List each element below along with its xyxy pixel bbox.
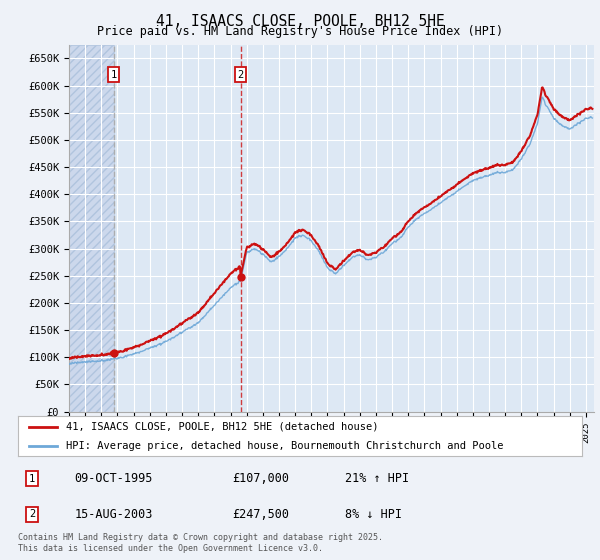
Text: 09-OCT-1995: 09-OCT-1995 bbox=[74, 472, 153, 486]
Text: Contains HM Land Registry data © Crown copyright and database right 2025.
This d: Contains HM Land Registry data © Crown c… bbox=[18, 533, 383, 553]
Text: £247,500: £247,500 bbox=[232, 508, 289, 521]
Text: HPI: Average price, detached house, Bournemouth Christchurch and Poole: HPI: Average price, detached house, Bour… bbox=[66, 441, 503, 450]
Bar bbox=[69, 45, 114, 412]
Text: 41, ISAACS CLOSE, POOLE, BH12 5HE: 41, ISAACS CLOSE, POOLE, BH12 5HE bbox=[155, 14, 445, 29]
Text: £107,000: £107,000 bbox=[232, 472, 289, 486]
Text: 21% ↑ HPI: 21% ↑ HPI bbox=[345, 472, 409, 486]
Text: 8% ↓ HPI: 8% ↓ HPI bbox=[345, 508, 402, 521]
Text: 1: 1 bbox=[29, 474, 35, 484]
Text: 1: 1 bbox=[110, 69, 117, 80]
Text: 41, ISAACS CLOSE, POOLE, BH12 5HE (detached house): 41, ISAACS CLOSE, POOLE, BH12 5HE (detac… bbox=[66, 422, 379, 432]
Text: 15-AUG-2003: 15-AUG-2003 bbox=[74, 508, 153, 521]
Text: 2: 2 bbox=[29, 510, 35, 520]
Bar bbox=[69, 45, 114, 412]
Text: 2: 2 bbox=[238, 69, 244, 80]
Text: Price paid vs. HM Land Registry's House Price Index (HPI): Price paid vs. HM Land Registry's House … bbox=[97, 25, 503, 38]
